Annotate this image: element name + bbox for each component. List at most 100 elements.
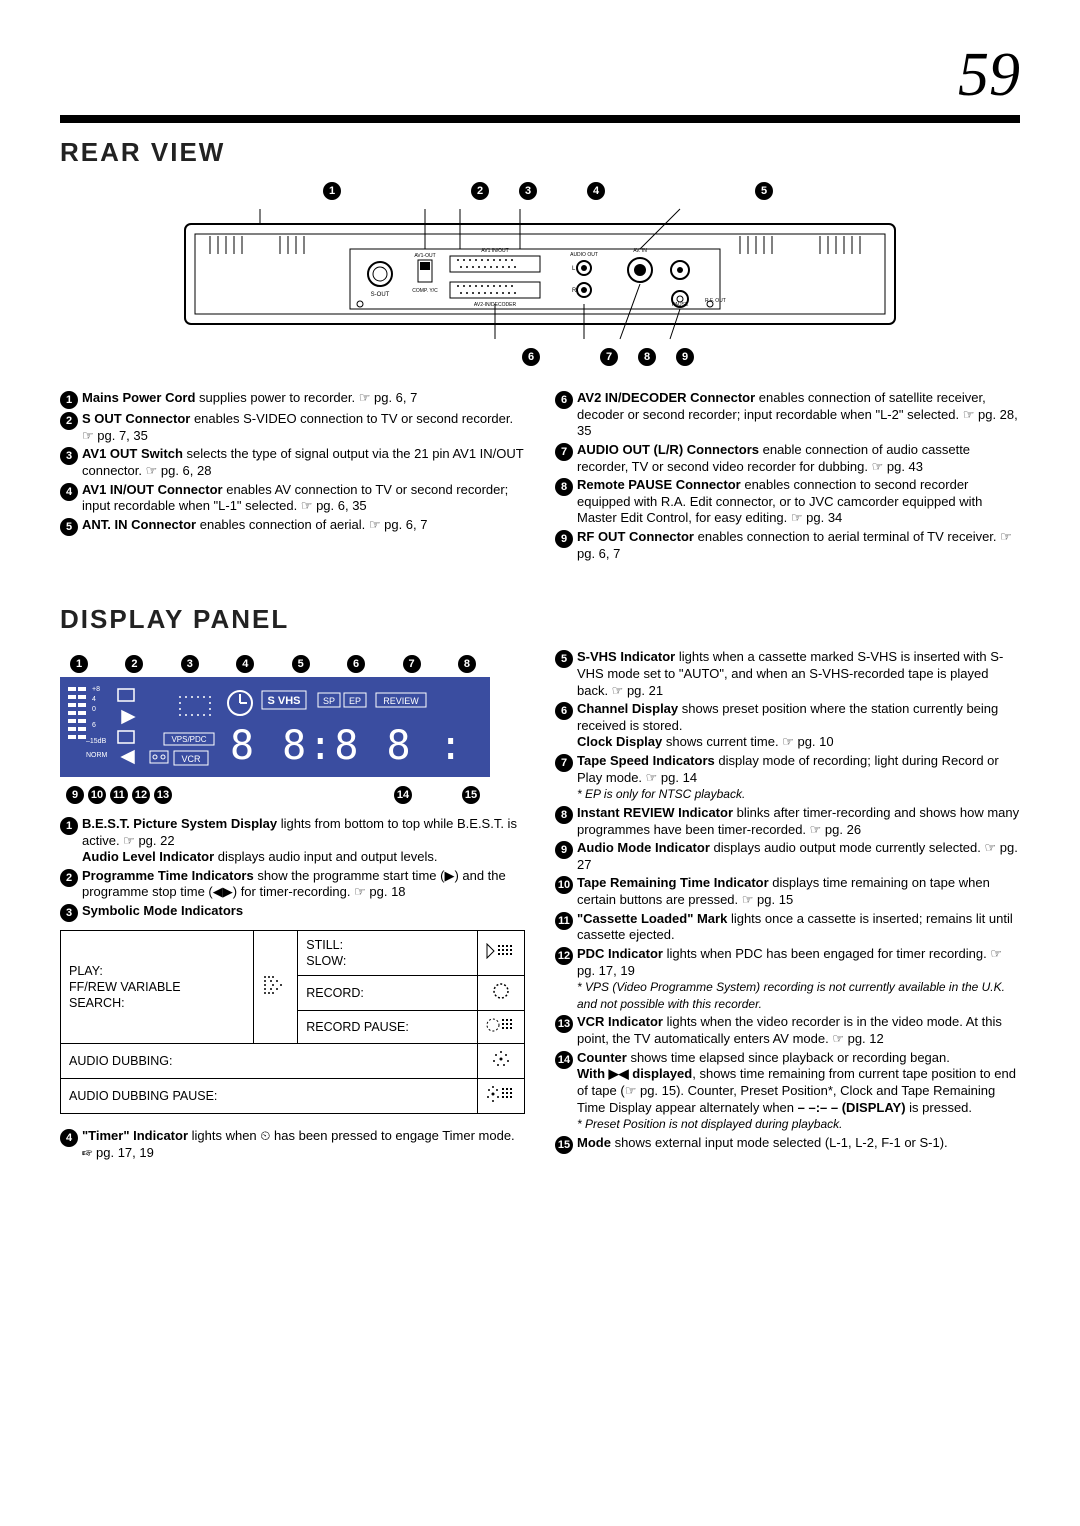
callout-5: 5	[755, 182, 773, 200]
item-num: 5	[60, 518, 78, 536]
item-text: Audio Mode Indicator displays audio outp…	[577, 840, 1020, 873]
item-num: 3	[60, 904, 78, 922]
item-num: 2	[60, 412, 78, 430]
desc-item: 13VCR Indicator lights when the video re…	[555, 1014, 1020, 1047]
desc-item: 8Remote PAUSE Connector enables connecti…	[555, 477, 1020, 527]
p-callout-13: 13	[154, 786, 172, 804]
desc-item: 3Symbolic Mode Indicators	[60, 903, 525, 922]
desc-item: 14Counter shows time elapsed since playb…	[555, 1050, 1020, 1133]
svg-text:S VHS: S VHS	[267, 695, 300, 707]
item-text: Counter shows time elapsed since playbac…	[577, 1050, 1020, 1133]
record-icon	[478, 976, 525, 1011]
item-num: 3	[60, 447, 78, 465]
still-icon	[478, 931, 525, 976]
p-callout-3: 3	[181, 655, 199, 673]
callout-4: 4	[587, 182, 605, 200]
desc-item: 9Audio Mode Indicator displays audio out…	[555, 840, 1020, 873]
item-text: Remote PAUSE Connector enables connectio…	[577, 477, 1020, 527]
rear-panel-svg: S-OUT AV1-OUT COMP. Y/C AV1 IN/OUT AV2-I…	[180, 204, 900, 344]
item-text: VCR Indicator lights when the video reco…	[577, 1014, 1020, 1047]
desc-item: 2S OUT Connector enables S-VIDEO connect…	[60, 411, 525, 444]
svg-text:VPS/PDC: VPS/PDC	[171, 735, 206, 744]
p-callout-15: 15	[462, 786, 480, 804]
item-num: 11	[555, 912, 573, 930]
desc-item: 7Tape Speed Indicators display mode of r…	[555, 753, 1020, 803]
desc-item: 3AV1 OUT Switch selects the type of sign…	[60, 446, 525, 479]
rear-descriptions: 1Mains Power Cord supplies power to reco…	[60, 390, 1020, 564]
p-callout-7: 7	[403, 655, 421, 673]
callout-8: 8	[638, 348, 656, 366]
tbl-record: RECORD:	[298, 976, 478, 1011]
item-num: 13	[555, 1015, 573, 1033]
p-callout-14: 14	[394, 786, 412, 804]
item-num: 1	[60, 817, 78, 835]
item-num: 7	[555, 443, 573, 461]
item-text: S OUT Connector enables S-VIDEO connecti…	[82, 411, 525, 444]
item-text: Mains Power Cord supplies power to recor…	[82, 390, 525, 409]
callout-1: 1	[323, 182, 341, 200]
callout-6: 6	[522, 348, 540, 366]
recpause-icon	[478, 1011, 525, 1044]
svg-text:R.F. OUT: R.F. OUT	[705, 298, 726, 304]
svg-text:4: 4	[92, 696, 96, 703]
desc-item: 12PDC Indicator lights when PDC has been…	[555, 946, 1020, 1013]
p-callout-11: 11	[110, 786, 128, 804]
item-text: AV1 OUT Switch selects the type of signa…	[82, 446, 525, 479]
item-text: "Cassette Loaded" Mark lights once a cas…	[577, 911, 1020, 944]
item-text: "Timer" Indicator lights when ⏲ has been…	[82, 1128, 525, 1161]
item-num: 2	[60, 869, 78, 887]
desc-item: 6Channel Display shows preset position w…	[555, 701, 1020, 751]
callout-3: 3	[519, 182, 537, 200]
item-text: Tape Remaining Time Indicator displays t…	[577, 875, 1020, 908]
item-text: AV2 IN/DECODER Connector enables connect…	[577, 390, 1020, 440]
item-num: 4	[60, 483, 78, 501]
desc-item: 10Tape Remaining Time Indicator displays…	[555, 875, 1020, 908]
item-text: S-VHS Indicator lights when a cassette m…	[577, 649, 1020, 699]
desc-item: 4AV1 IN/OUT Connector enables AV connect…	[60, 482, 525, 515]
item-num: 10	[555, 876, 573, 894]
item-num: 8	[555, 806, 573, 824]
item-num: 6	[555, 702, 573, 720]
p-callout-1: 1	[70, 655, 88, 673]
svg-text:AUDIO OUT: AUDIO OUT	[570, 252, 598, 258]
svg-text:REVIEW: REVIEW	[383, 696, 419, 706]
svg-text:S-OUT: S-OUT	[371, 292, 390, 298]
callout-9: 9	[676, 348, 694, 366]
svg-text:SP: SP	[323, 696, 335, 706]
item-text: B.E.S.T. Picture System Display lights f…	[82, 816, 525, 866]
svg-text:6: 6	[92, 722, 96, 729]
desc-item: 7AUDIO OUT (L/R) Connectors enable conne…	[555, 442, 1020, 475]
item-num: 14	[555, 1051, 573, 1069]
panel-title: DISPLAY PANEL	[60, 604, 1020, 635]
item-text: AV1 IN/OUT Connector enables AV connecti…	[82, 482, 525, 515]
p-callout-12: 12	[132, 786, 150, 804]
desc-item: 1Mains Power Cord supplies power to reco…	[60, 390, 525, 409]
desc-item: 5ANT. IN Connector enables connection of…	[60, 517, 525, 536]
item-text: ANT. IN Connector enables connection of …	[82, 517, 525, 536]
item-num: 9	[555, 530, 573, 548]
item-num: 6	[555, 391, 573, 409]
rear-diagram: 1 2 3 4 5 S-OUT AV1-OUT COMP. Y/C AV1 IN…	[60, 182, 1020, 366]
svg-text:NORM: NORM	[86, 752, 108, 759]
item-num: 9	[555, 841, 573, 859]
tbl-still: STILL: SLOW:	[298, 931, 478, 976]
svg-text:VCR: VCR	[181, 754, 201, 764]
desc-item: 11"Cassette Loaded" Mark lights once a c…	[555, 911, 1020, 944]
item-num: 4	[60, 1129, 78, 1147]
item-num: 1	[60, 391, 78, 409]
panel-content: 1 2 3 4 5 6 7 8 +8 4 0 6	[60, 649, 1020, 1163]
rear-title: REAR VIEW	[60, 137, 1020, 168]
top-rule	[60, 115, 1020, 123]
lcd-panel-svg: +8 4 0 6 –15dB NORM	[60, 677, 490, 777]
item-num: 15	[555, 1136, 573, 1154]
desc-item: 5S-VHS Indicator lights when a cassette …	[555, 649, 1020, 699]
audiodub-icon	[478, 1044, 525, 1079]
audiodubpause-icon	[478, 1079, 525, 1114]
item-text: Symbolic Mode Indicators	[82, 903, 525, 922]
p-callout-5: 5	[292, 655, 310, 673]
svg-text:–15dB: –15dB	[86, 738, 107, 745]
p-callout-4: 4	[236, 655, 254, 673]
item-num: 7	[555, 754, 573, 772]
svg-text:AV1-OUT: AV1-OUT	[414, 253, 435, 259]
item-num: 12	[555, 947, 573, 965]
